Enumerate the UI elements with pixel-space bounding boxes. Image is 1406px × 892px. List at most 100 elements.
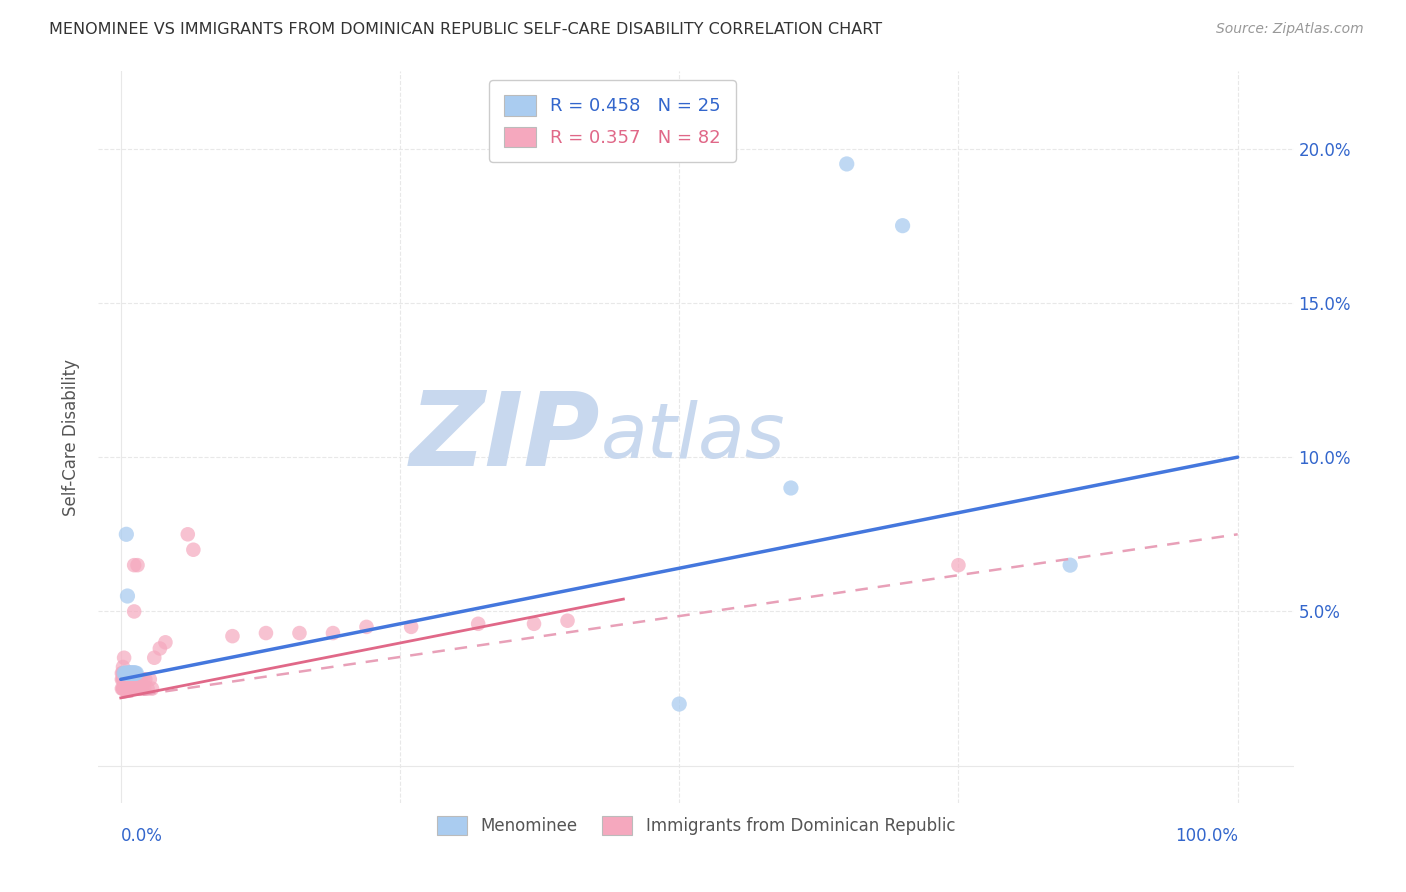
- Point: [121, 673, 143, 687]
- Point: [125, 681, 148, 696]
- Point: [115, 666, 138, 681]
- Text: MENOMINEE VS IMMIGRANTS FROM DOMINICAN REPUBLIC SELF-CARE DISABILITY CORRELATION: MENOMINEE VS IMMIGRANTS FROM DOMINICAN R…: [49, 22, 883, 37]
- Point: [288, 626, 311, 640]
- Point: [118, 673, 141, 687]
- Point: [120, 666, 142, 681]
- Point: [141, 681, 163, 696]
- Point: [115, 666, 138, 681]
- Point: [114, 666, 136, 681]
- Point: [112, 673, 135, 687]
- Point: [1059, 558, 1081, 573]
- Point: [948, 558, 970, 573]
- Point: [117, 666, 139, 681]
- Point: [124, 681, 146, 696]
- Point: [117, 666, 139, 681]
- Y-axis label: Self-Care Disability: Self-Care Disability: [62, 359, 80, 516]
- Point: [149, 641, 172, 656]
- Point: [114, 666, 136, 681]
- Point: [557, 614, 579, 628]
- Point: [111, 681, 134, 696]
- Point: [118, 666, 141, 681]
- Point: [523, 616, 546, 631]
- Point: [114, 681, 136, 696]
- Point: [121, 666, 143, 681]
- Point: [115, 673, 138, 687]
- Point: [117, 681, 139, 696]
- Point: [124, 666, 146, 681]
- Text: atlas: atlas: [600, 401, 785, 474]
- Point: [128, 673, 150, 687]
- Point: [356, 620, 378, 634]
- Point: [134, 681, 156, 696]
- Point: [118, 681, 141, 696]
- Point: [111, 673, 134, 687]
- Point: [121, 681, 143, 696]
- Point: [891, 219, 914, 233]
- Text: Source: ZipAtlas.com: Source: ZipAtlas.com: [1216, 22, 1364, 37]
- Point: [122, 666, 145, 681]
- Point: [114, 681, 136, 696]
- Point: [117, 666, 139, 681]
- Point: [111, 673, 134, 687]
- Point: [122, 666, 145, 681]
- Point: [112, 666, 135, 681]
- Point: [122, 558, 145, 573]
- Point: [111, 666, 134, 681]
- Point: [111, 660, 134, 674]
- Point: [122, 604, 145, 618]
- Point: [112, 681, 135, 696]
- Point: [125, 673, 148, 687]
- Text: 0.0%: 0.0%: [121, 828, 163, 846]
- Point: [117, 673, 139, 687]
- Point: [132, 673, 155, 687]
- Point: [111, 666, 134, 681]
- Point: [112, 666, 135, 681]
- Point: [131, 681, 153, 696]
- Point: [125, 666, 148, 681]
- Point: [121, 681, 143, 696]
- Point: [117, 666, 139, 681]
- Point: [122, 673, 145, 687]
- Point: [122, 666, 145, 681]
- Point: [122, 681, 145, 696]
- Point: [835, 157, 858, 171]
- Point: [117, 681, 139, 696]
- Point: [221, 629, 243, 643]
- Point: [122, 666, 145, 681]
- Point: [118, 666, 141, 681]
- Point: [780, 481, 803, 495]
- Legend: Menominee, Immigrants from Dominican Republic: Menominee, Immigrants from Dominican Rep…: [430, 809, 962, 842]
- Point: [129, 673, 152, 687]
- Point: [128, 681, 150, 696]
- Point: [322, 626, 344, 640]
- Point: [115, 527, 138, 541]
- Point: [118, 666, 141, 681]
- Point: [467, 616, 489, 631]
- Point: [155, 635, 177, 649]
- Point: [120, 673, 142, 687]
- Point: [115, 681, 138, 696]
- Point: [114, 673, 136, 687]
- Point: [139, 673, 162, 687]
- Point: [117, 589, 139, 603]
- Point: [183, 542, 205, 557]
- Point: [117, 666, 139, 681]
- Text: 100.0%: 100.0%: [1174, 828, 1237, 846]
- Point: [117, 681, 139, 696]
- Point: [117, 673, 139, 687]
- Point: [124, 666, 146, 681]
- Point: [128, 681, 150, 696]
- Point: [111, 681, 134, 696]
- Point: [127, 681, 149, 696]
- Point: [111, 673, 134, 687]
- Point: [117, 681, 139, 696]
- Point: [114, 673, 136, 687]
- Point: [120, 666, 142, 681]
- Point: [127, 558, 149, 573]
- Point: [112, 681, 135, 696]
- Point: [120, 681, 142, 696]
- Point: [122, 666, 145, 681]
- Point: [121, 666, 143, 681]
- Point: [112, 650, 135, 665]
- Point: [127, 673, 149, 687]
